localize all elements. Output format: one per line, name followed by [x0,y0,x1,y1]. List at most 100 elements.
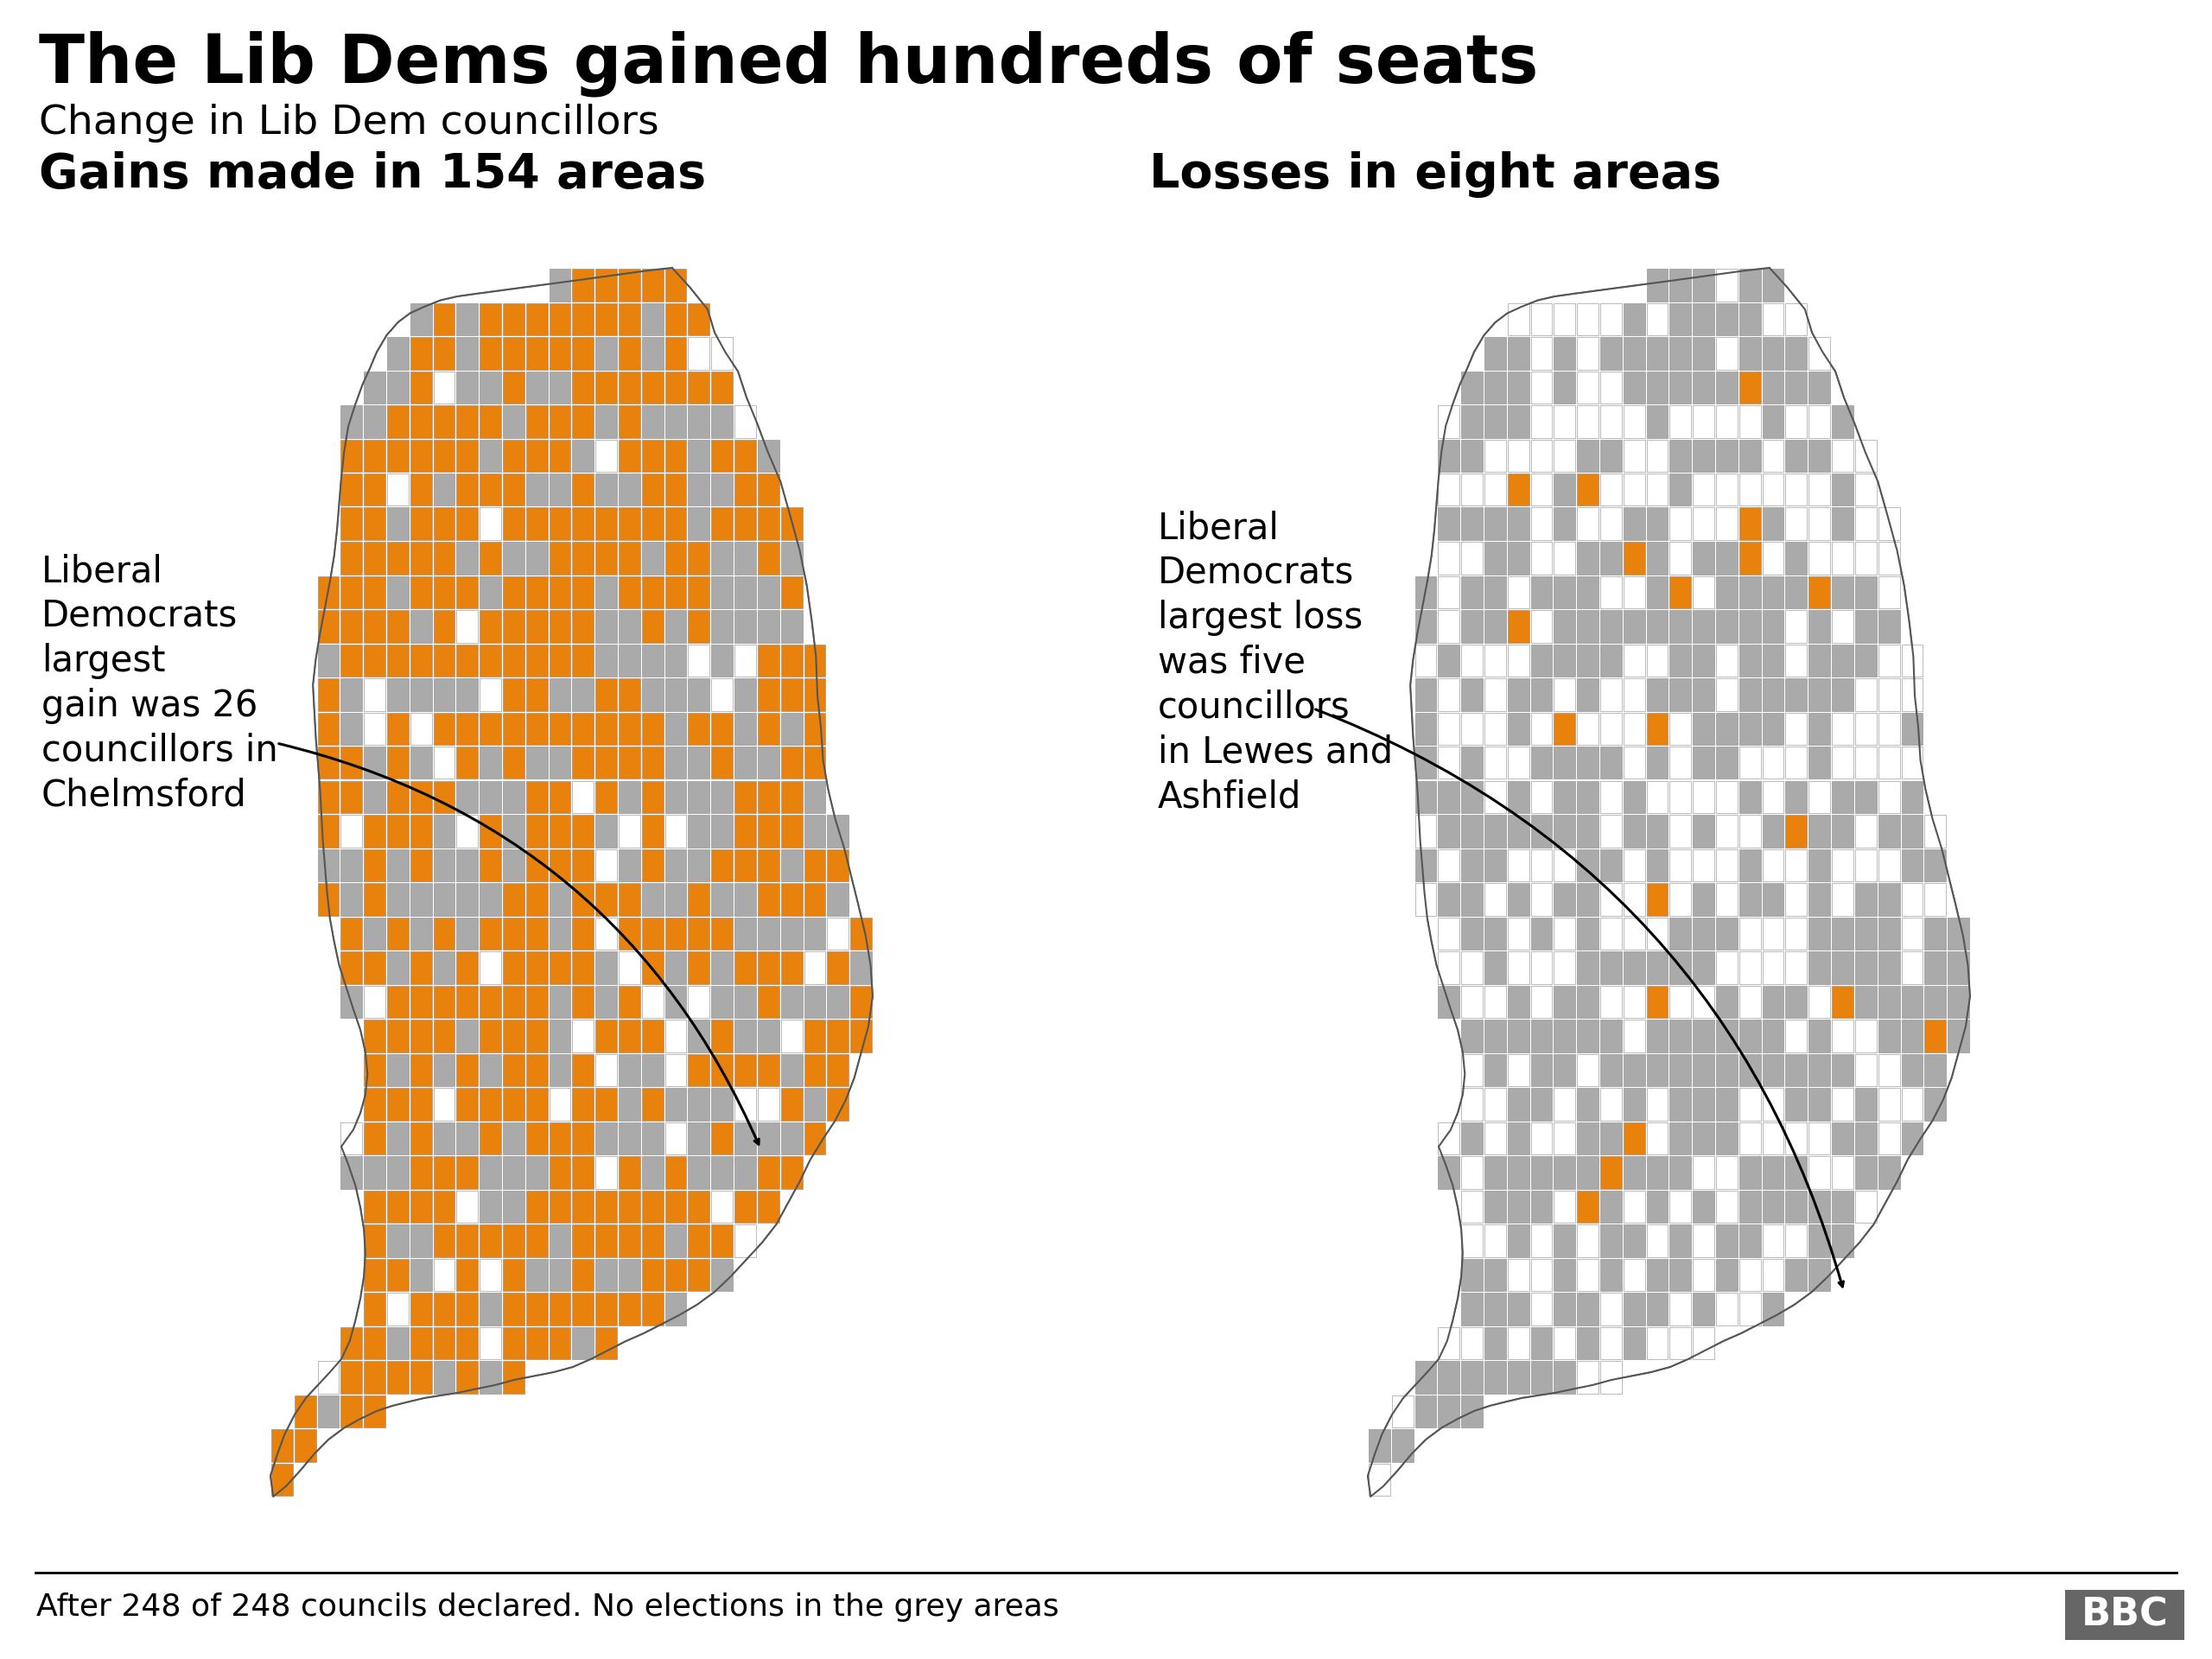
Polygon shape [502,1327,524,1359]
Polygon shape [434,304,456,335]
Polygon shape [409,712,431,745]
Polygon shape [1624,712,1646,745]
Polygon shape [1856,508,1876,541]
Polygon shape [502,679,524,710]
Polygon shape [409,1121,431,1155]
Polygon shape [1438,985,1460,1019]
Polygon shape [365,473,385,506]
Polygon shape [1555,747,1575,780]
Polygon shape [666,679,686,710]
Polygon shape [1809,712,1829,745]
Polygon shape [1763,951,1783,984]
Polygon shape [526,917,549,949]
Polygon shape [1785,985,1807,1019]
Polygon shape [849,1020,872,1052]
Polygon shape [387,372,409,403]
Text: Gains made in 154 areas: Gains made in 154 areas [40,151,706,197]
Polygon shape [434,781,456,813]
Polygon shape [573,1190,593,1223]
Polygon shape [434,849,456,881]
Polygon shape [595,473,617,506]
Polygon shape [759,576,779,609]
Polygon shape [1646,611,1668,642]
Polygon shape [502,815,524,848]
Polygon shape [1416,576,1436,609]
Polygon shape [1739,1121,1761,1155]
Polygon shape [666,440,686,471]
Polygon shape [734,951,757,984]
Polygon shape [595,372,617,403]
Polygon shape [1577,815,1599,848]
Polygon shape [781,883,803,916]
Polygon shape [734,644,757,677]
Polygon shape [641,747,664,780]
Polygon shape [1763,1121,1783,1155]
Polygon shape [1739,679,1761,710]
Polygon shape [1484,542,1506,574]
Polygon shape [1739,1292,1761,1326]
Polygon shape [595,542,617,574]
Polygon shape [409,1190,431,1223]
Polygon shape [480,883,502,916]
Polygon shape [734,576,757,609]
Polygon shape [759,473,779,506]
Polygon shape [595,1327,617,1359]
Polygon shape [480,473,502,506]
Polygon shape [409,951,431,984]
Polygon shape [1670,542,1692,574]
Polygon shape [1438,1395,1460,1427]
Polygon shape [1462,372,1482,403]
Polygon shape [1785,440,1807,471]
Polygon shape [1438,644,1460,677]
Polygon shape [688,1190,710,1223]
Polygon shape [1555,611,1575,642]
Polygon shape [666,372,686,403]
Polygon shape [1692,849,1714,881]
Polygon shape [526,1259,549,1291]
Polygon shape [1484,712,1506,745]
Polygon shape [341,1395,363,1427]
Polygon shape [526,1190,549,1223]
Polygon shape [1509,1156,1528,1188]
Polygon shape [666,1224,686,1258]
Polygon shape [666,1053,686,1087]
Polygon shape [1624,883,1646,916]
Polygon shape [1577,1088,1599,1120]
Polygon shape [734,611,757,642]
Polygon shape [387,611,409,642]
Polygon shape [549,1259,571,1291]
Polygon shape [1739,269,1761,302]
Polygon shape [549,644,571,677]
Polygon shape [549,1327,571,1359]
Polygon shape [365,644,385,677]
Polygon shape [480,815,502,848]
Polygon shape [456,1292,478,1326]
Polygon shape [1416,712,1436,745]
Polygon shape [1924,815,1947,848]
Polygon shape [434,747,456,780]
Polygon shape [734,781,757,813]
Polygon shape [595,883,617,916]
Polygon shape [1717,372,1739,403]
Polygon shape [781,679,803,710]
Polygon shape [409,644,431,677]
Polygon shape [1785,1190,1807,1223]
Polygon shape [549,1292,571,1326]
Polygon shape [712,815,732,848]
Polygon shape [688,542,710,574]
Polygon shape [759,917,779,949]
Polygon shape [1509,1224,1528,1258]
Polygon shape [1717,917,1739,949]
Polygon shape [688,473,710,506]
Polygon shape [1856,542,1876,574]
Polygon shape [1599,781,1621,813]
Polygon shape [409,985,431,1019]
Polygon shape [1599,883,1621,916]
Polygon shape [641,1190,664,1223]
Polygon shape [1717,1156,1739,1188]
Polygon shape [1902,1121,1922,1155]
Polygon shape [1717,644,1739,677]
Polygon shape [365,951,385,984]
Polygon shape [1856,1053,1876,1087]
Polygon shape [1763,917,1783,949]
